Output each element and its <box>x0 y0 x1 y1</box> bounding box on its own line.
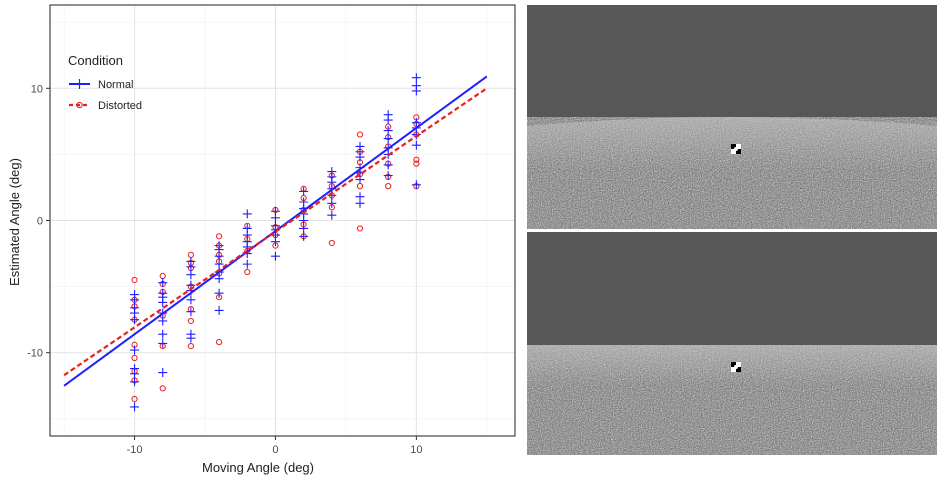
normal-point <box>299 231 309 241</box>
y-axis-label: Estimated Angle (deg) <box>7 158 22 286</box>
distorted-point <box>215 233 223 240</box>
normal-point <box>186 262 196 272</box>
y-tick-label: 10 <box>31 83 43 95</box>
normal-point <box>383 160 393 170</box>
normal-point <box>242 209 252 219</box>
y-tick-label: -10 <box>27 348 43 360</box>
distorted-point <box>385 183 392 190</box>
distorted-point <box>356 131 364 138</box>
normal-point <box>383 126 393 136</box>
normal-point <box>327 210 337 220</box>
x-tick-label: 0 <box>272 444 278 456</box>
distorted-point <box>131 276 138 284</box>
fixation-target-icon <box>731 144 741 154</box>
normal-point <box>270 213 280 223</box>
axis-ticks: -10 0 10 -10 0 10 <box>27 83 422 456</box>
normal-point <box>130 345 140 355</box>
distorted-point <box>131 395 138 403</box>
normal-point <box>214 305 224 315</box>
legend-label-distorted: Distorted <box>98 100 142 112</box>
legend: Condition Normal Distorted <box>68 53 142 112</box>
distorted-point <box>131 354 138 362</box>
normal-point <box>383 115 393 125</box>
stimulus-gap <box>527 229 937 232</box>
normal-point <box>186 295 196 305</box>
distorted-point <box>244 268 251 276</box>
normal-point <box>130 369 140 379</box>
normal-point <box>130 377 140 387</box>
normal-point <box>214 274 224 284</box>
distorted-point <box>187 342 195 350</box>
x-tick-label: -10 <box>127 444 143 456</box>
fixation-target-icon <box>731 362 741 372</box>
distorted-point <box>159 385 166 392</box>
normal-point <box>383 134 393 144</box>
normal-point <box>355 198 365 208</box>
normal-point <box>270 237 280 247</box>
normal-point <box>158 368 168 378</box>
x-tick-label: 10 <box>410 444 422 456</box>
legend-key-normal-marker <box>74 79 85 89</box>
data-points <box>130 73 421 412</box>
normal-point <box>158 329 168 339</box>
normal-point <box>158 338 168 348</box>
distorted-ground-stimulus <box>527 232 937 455</box>
distorted-fit-line <box>63 87 488 377</box>
normal-point <box>299 216 309 225</box>
normal-point <box>186 270 196 280</box>
legend-title: Condition <box>68 53 123 68</box>
legend-key-distorted-marker <box>76 101 83 109</box>
normal-point <box>158 297 168 307</box>
normal-point <box>130 402 140 412</box>
y-tick-label: 0 <box>37 216 43 228</box>
normal-point <box>242 259 252 269</box>
ground-haze <box>527 117 937 170</box>
normal-point <box>186 333 196 343</box>
distorted-point <box>413 156 420 163</box>
normal-point <box>299 223 309 233</box>
normal-point <box>270 251 280 261</box>
normal-fit-line <box>63 75 488 387</box>
normal-point <box>214 288 224 298</box>
normal-ground-stimulus <box>527 5 937 229</box>
distorted-point <box>215 339 223 346</box>
normal-point <box>186 307 196 317</box>
normal-point <box>158 316 168 326</box>
normal-point <box>327 198 337 208</box>
normal-point <box>383 171 393 181</box>
normal-point <box>411 180 421 190</box>
normal-point <box>214 251 224 261</box>
normal-point <box>130 295 140 305</box>
normal-point <box>299 186 309 196</box>
normal-point <box>130 315 140 325</box>
normal-point <box>355 152 365 162</box>
normal-point <box>411 140 421 150</box>
distorted-point <box>187 317 195 325</box>
normal-point <box>158 278 168 288</box>
fit-lines <box>63 75 488 387</box>
x-axis-label: Moving Angle (deg) <box>202 460 314 475</box>
normal-point <box>411 73 421 83</box>
normal-point <box>214 259 224 269</box>
distorted-point <box>413 160 420 167</box>
distorted-point <box>328 239 335 247</box>
legend-label-normal: Normal <box>98 79 133 91</box>
normal-point <box>411 86 421 96</box>
distorted-point <box>356 225 364 232</box>
normal-point <box>411 130 421 140</box>
normal-point <box>355 175 365 185</box>
stimulus-images <box>527 5 937 455</box>
